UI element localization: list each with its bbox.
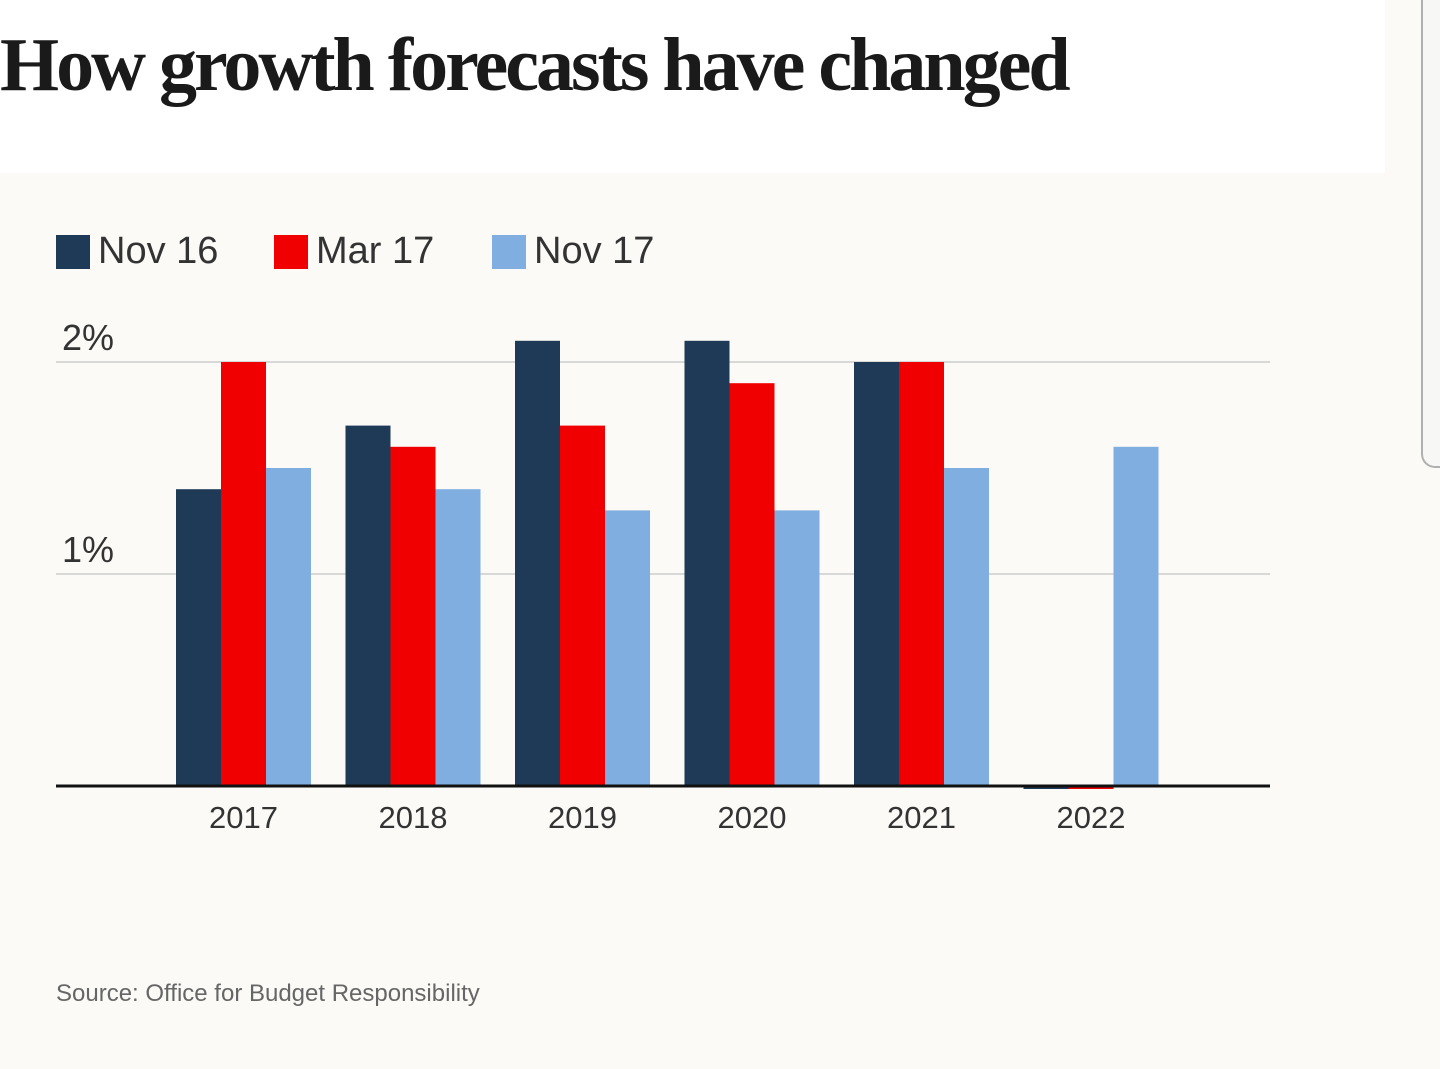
legend-swatch-mar17 bbox=[274, 234, 308, 269]
x-tick-label: 2022 bbox=[1057, 800, 1126, 835]
bar bbox=[176, 489, 221, 786]
x-tick-label: 2018 bbox=[379, 800, 448, 835]
y-tick-label: 1% bbox=[62, 529, 114, 570]
bar bbox=[515, 340, 560, 786]
legend-item-nov17: Nov 17 bbox=[492, 230, 654, 273]
header: How growth forecasts have changed bbox=[0, 0, 1385, 173]
bar bbox=[684, 340, 730, 786]
bar bbox=[605, 510, 650, 786]
bar bbox=[560, 425, 605, 786]
x-tick-label: 2020 bbox=[718, 800, 787, 835]
bar bbox=[774, 510, 820, 786]
y-tick-label: 2% bbox=[62, 317, 114, 358]
x-tick-label: 2017 bbox=[209, 800, 278, 835]
bar bbox=[1113, 446, 1159, 786]
page-title: How growth forecasts have changed bbox=[0, 23, 1071, 107]
legend-label: Nov 17 bbox=[534, 230, 655, 272]
bar bbox=[944, 468, 989, 786]
legend-swatch-nov17 bbox=[492, 234, 526, 269]
bar bbox=[345, 425, 391, 786]
legend-label: Nov 16 bbox=[98, 230, 219, 272]
bar bbox=[729, 383, 775, 786]
bar bbox=[221, 362, 266, 786]
source-note: Source: Office for Budget Responsibility bbox=[56, 980, 480, 1007]
bar bbox=[266, 468, 311, 786]
legend-swatch-nov16 bbox=[56, 234, 90, 269]
legend-label: Mar 17 bbox=[316, 230, 435, 272]
side-panel-edge bbox=[1421, 0, 1440, 468]
x-tick-label: 2019 bbox=[548, 800, 617, 835]
bar bbox=[854, 362, 899, 786]
bar bbox=[435, 489, 481, 786]
bar bbox=[390, 446, 436, 786]
legend-item-nov16: Nov 16 bbox=[56, 230, 218, 273]
legend-item-mar17: Mar 17 bbox=[274, 230, 434, 273]
x-tick-label: 2021 bbox=[887, 800, 956, 835]
bar bbox=[899, 362, 944, 786]
